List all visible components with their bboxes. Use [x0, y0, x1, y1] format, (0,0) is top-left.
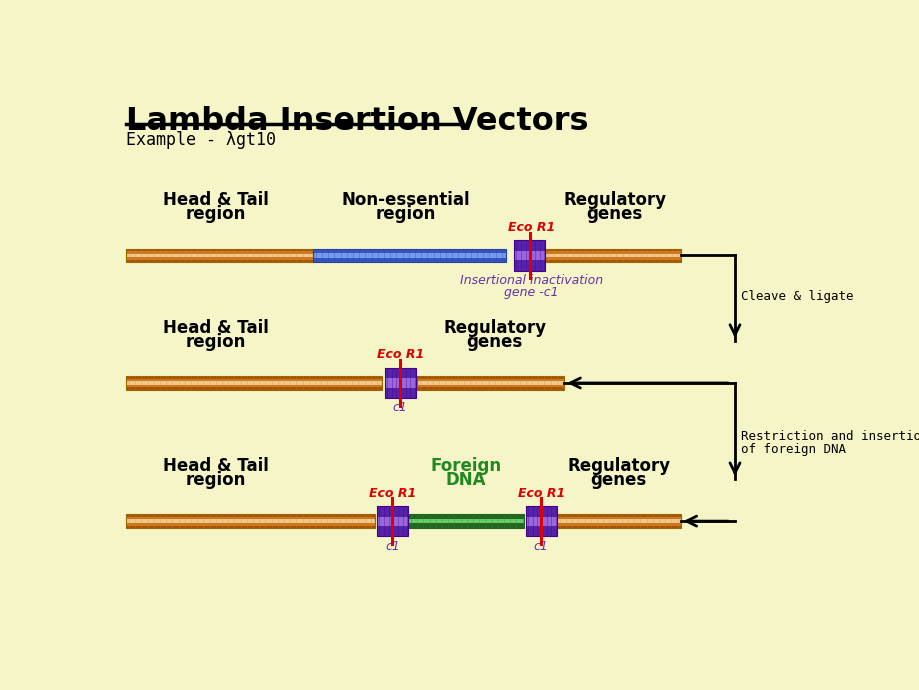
- Text: Head & Tail: Head & Tail: [163, 457, 268, 475]
- Bar: [417, 376, 564, 390]
- Bar: [417, 379, 564, 387]
- Text: Example - λgt10: Example - λgt10: [126, 130, 276, 148]
- Bar: [407, 514, 524, 528]
- Bar: [545, 248, 680, 262]
- Bar: [126, 514, 374, 517]
- Bar: [126, 376, 382, 379]
- Bar: [312, 248, 505, 262]
- Text: Head & Tail: Head & Tail: [163, 319, 268, 337]
- Text: Regulatory: Regulatory: [562, 191, 665, 209]
- Bar: [417, 376, 564, 379]
- Bar: [545, 251, 680, 260]
- Text: genes: genes: [586, 205, 642, 223]
- Bar: [545, 260, 680, 262]
- Bar: [384, 368, 415, 398]
- Bar: [525, 506, 556, 536]
- Bar: [514, 251, 545, 260]
- Bar: [126, 526, 374, 528]
- Bar: [407, 519, 524, 523]
- Bar: [126, 379, 382, 387]
- Bar: [126, 254, 312, 257]
- Bar: [312, 253, 505, 257]
- Text: genes: genes: [590, 471, 646, 489]
- Bar: [556, 514, 680, 528]
- Text: Regulatory: Regulatory: [567, 457, 670, 475]
- Text: Non-essential: Non-essential: [341, 191, 470, 209]
- Bar: [556, 517, 680, 526]
- Text: Lambda Insertion Vectors: Lambda Insertion Vectors: [126, 106, 588, 137]
- Text: genes: genes: [466, 333, 522, 351]
- Bar: [126, 251, 312, 260]
- Bar: [545, 248, 680, 251]
- Text: c1: c1: [384, 540, 400, 553]
- Bar: [514, 240, 545, 270]
- Text: Eco R1: Eco R1: [507, 221, 554, 234]
- Text: Foreign: Foreign: [430, 457, 501, 475]
- Bar: [384, 378, 415, 388]
- Bar: [417, 382, 564, 384]
- Bar: [417, 387, 564, 390]
- Bar: [545, 254, 680, 257]
- Bar: [525, 517, 556, 526]
- Text: DNA: DNA: [446, 471, 486, 489]
- Bar: [514, 240, 545, 270]
- Bar: [525, 506, 556, 536]
- Bar: [126, 248, 312, 262]
- Bar: [126, 376, 382, 390]
- Text: Insertional inactivation: Insertional inactivation: [460, 274, 602, 287]
- Bar: [556, 520, 680, 523]
- Bar: [377, 517, 407, 526]
- Text: Cleave & ligate: Cleave & ligate: [741, 290, 853, 303]
- Text: region: region: [186, 471, 245, 489]
- Bar: [126, 387, 382, 390]
- Bar: [556, 526, 680, 528]
- Text: of foreign DNA: of foreign DNA: [741, 443, 845, 456]
- Bar: [407, 514, 524, 528]
- Bar: [556, 514, 680, 517]
- Text: region: region: [186, 205, 245, 223]
- Bar: [126, 248, 312, 251]
- Text: c1: c1: [392, 402, 407, 415]
- Bar: [377, 506, 407, 536]
- Text: Eco R1: Eco R1: [376, 348, 424, 362]
- Text: Eco R1: Eco R1: [369, 486, 415, 500]
- Bar: [126, 517, 374, 526]
- Bar: [126, 514, 374, 528]
- Text: c1: c1: [533, 540, 548, 553]
- Bar: [126, 260, 312, 262]
- Bar: [384, 368, 415, 398]
- Text: Restriction and insertion: Restriction and insertion: [741, 430, 919, 443]
- Text: region: region: [375, 205, 436, 223]
- Bar: [126, 520, 374, 523]
- Text: Regulatory: Regulatory: [443, 319, 546, 337]
- Text: gene -c1: gene -c1: [504, 286, 558, 299]
- Bar: [126, 382, 382, 384]
- Bar: [377, 506, 407, 536]
- Text: Head & Tail: Head & Tail: [163, 191, 268, 209]
- Bar: [312, 248, 505, 262]
- Text: region: region: [186, 333, 245, 351]
- Text: Eco R1: Eco R1: [517, 486, 564, 500]
